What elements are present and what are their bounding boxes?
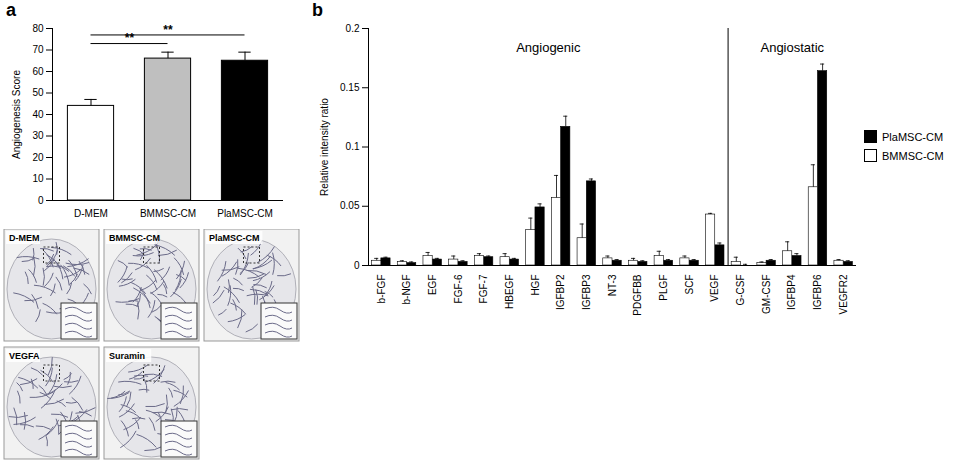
svg-text:Suramin: Suramin <box>109 351 145 361</box>
svg-text:60: 60 <box>32 66 44 77</box>
svg-text:IGFBP3: IGFBP3 <box>581 274 592 310</box>
svg-text:HBEGF: HBEGF <box>504 275 515 309</box>
svg-text:FGF-6: FGF-6 <box>453 274 464 303</box>
svg-text:BMMSC-CM: BMMSC-CM <box>140 208 196 219</box>
svg-text:0.05: 0.05 <box>340 200 360 211</box>
svg-text:SCF: SCF <box>684 275 695 295</box>
svg-text:IGFBP4: IGFBP4 <box>786 274 797 310</box>
html-text:b: b <box>312 0 323 20</box>
svg-text:**: ** <box>125 31 135 45</box>
svg-text:NT-3: NT-3 <box>607 274 618 296</box>
svg-text:IGFBP6: IGFBP6 <box>812 274 823 310</box>
svg-text:**: ** <box>163 23 173 37</box>
svg-text:BMMSC-CM: BMMSC-CM <box>109 233 160 243</box>
svg-text:70: 70 <box>32 44 44 55</box>
svg-text:b-NGF: b-NGF <box>401 275 412 305</box>
svg-text:VEGFA: VEGFA <box>9 351 40 361</box>
svg-text:80: 80 <box>32 23 44 34</box>
svg-text:0.1: 0.1 <box>346 141 360 152</box>
svg-text:0: 0 <box>38 195 44 206</box>
svg-text:GM-CSF: GM-CSF <box>761 275 772 314</box>
svg-text:Angiogenesis Score: Angiogenesis Score <box>11 70 22 159</box>
svg-text:VEGF: VEGF <box>709 275 720 302</box>
svg-text:Relative intensity ratio: Relative intensity ratio <box>319 98 330 196</box>
svg-text:40: 40 <box>32 109 44 120</box>
html-text:a: a <box>6 0 16 20</box>
html-text:BMMSC-CM: BMMSC-CM <box>882 149 944 162</box>
svg-text:EGF: EGF <box>427 275 438 296</box>
html-text:PlaMSC-CM: PlaMSC-CM <box>882 130 944 143</box>
svg-text:b-FGF: b-FGF <box>376 275 387 304</box>
svg-text:PDGFBB: PDGFBB <box>632 274 643 315</box>
svg-text:20: 20 <box>32 152 44 163</box>
svg-text:PlaMSC-CM: PlaMSC-CM <box>209 233 260 243</box>
svg-text:D-MEM: D-MEM <box>74 208 108 219</box>
svg-text:VEGFR2: VEGFR2 <box>838 274 849 314</box>
svg-text:PlaMSC-CM: PlaMSC-CM <box>217 208 273 219</box>
svg-text:50: 50 <box>32 87 44 98</box>
svg-text:G-CSF: G-CSF <box>735 275 746 306</box>
svg-text:Angiogenic: Angiogenic <box>516 40 581 55</box>
svg-text:10: 10 <box>32 173 44 184</box>
svg-text:0.2: 0.2 <box>346 23 360 34</box>
svg-text:30: 30 <box>32 130 44 141</box>
svg-text:Angiostatic: Angiostatic <box>760 40 824 55</box>
svg-text:0.15: 0.15 <box>340 82 360 93</box>
svg-text:HGF: HGF <box>530 275 541 296</box>
svg-text:FGF-7: FGF-7 <box>478 274 489 303</box>
svg-text:D-MEM: D-MEM <box>9 233 40 243</box>
svg-text:IGFBP2: IGFBP2 <box>555 274 566 310</box>
svg-text:PLGF: PLGF <box>658 275 669 301</box>
svg-text:0: 0 <box>354 260 360 271</box>
